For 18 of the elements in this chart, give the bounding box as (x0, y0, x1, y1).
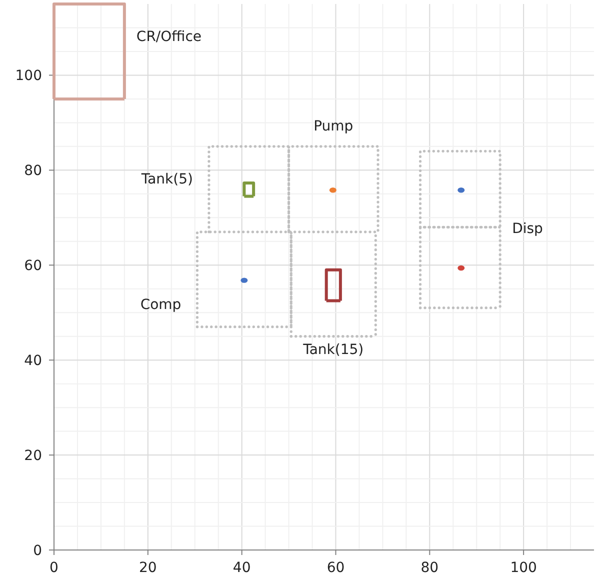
annotation: Comp (140, 296, 182, 313)
annotation: Tank(15) (302, 342, 364, 358)
y-tick-label: 100 (15, 68, 42, 84)
x-tick-label: 0 (50, 560, 58, 576)
x-tick-label: 80 (420, 560, 439, 576)
y-tick-label: 60 (24, 258, 42, 274)
x-tick-label: 100 (510, 560, 537, 576)
annotation: Tank(5) (140, 172, 193, 188)
annotation: Pump (314, 118, 354, 134)
x-tick-label: 40 (232, 560, 251, 576)
x-tick-label: 60 (326, 560, 345, 576)
y-tick-label: 0 (33, 543, 42, 559)
x-tick-label: 20 (139, 560, 157, 576)
y-tick-label: 40 (24, 353, 42, 370)
annotation: CR/Office (136, 29, 202, 46)
y-tick-label: 20 (24, 448, 42, 464)
y-tick-label: 80 (24, 163, 42, 180)
annotation: Disp (512, 220, 544, 237)
